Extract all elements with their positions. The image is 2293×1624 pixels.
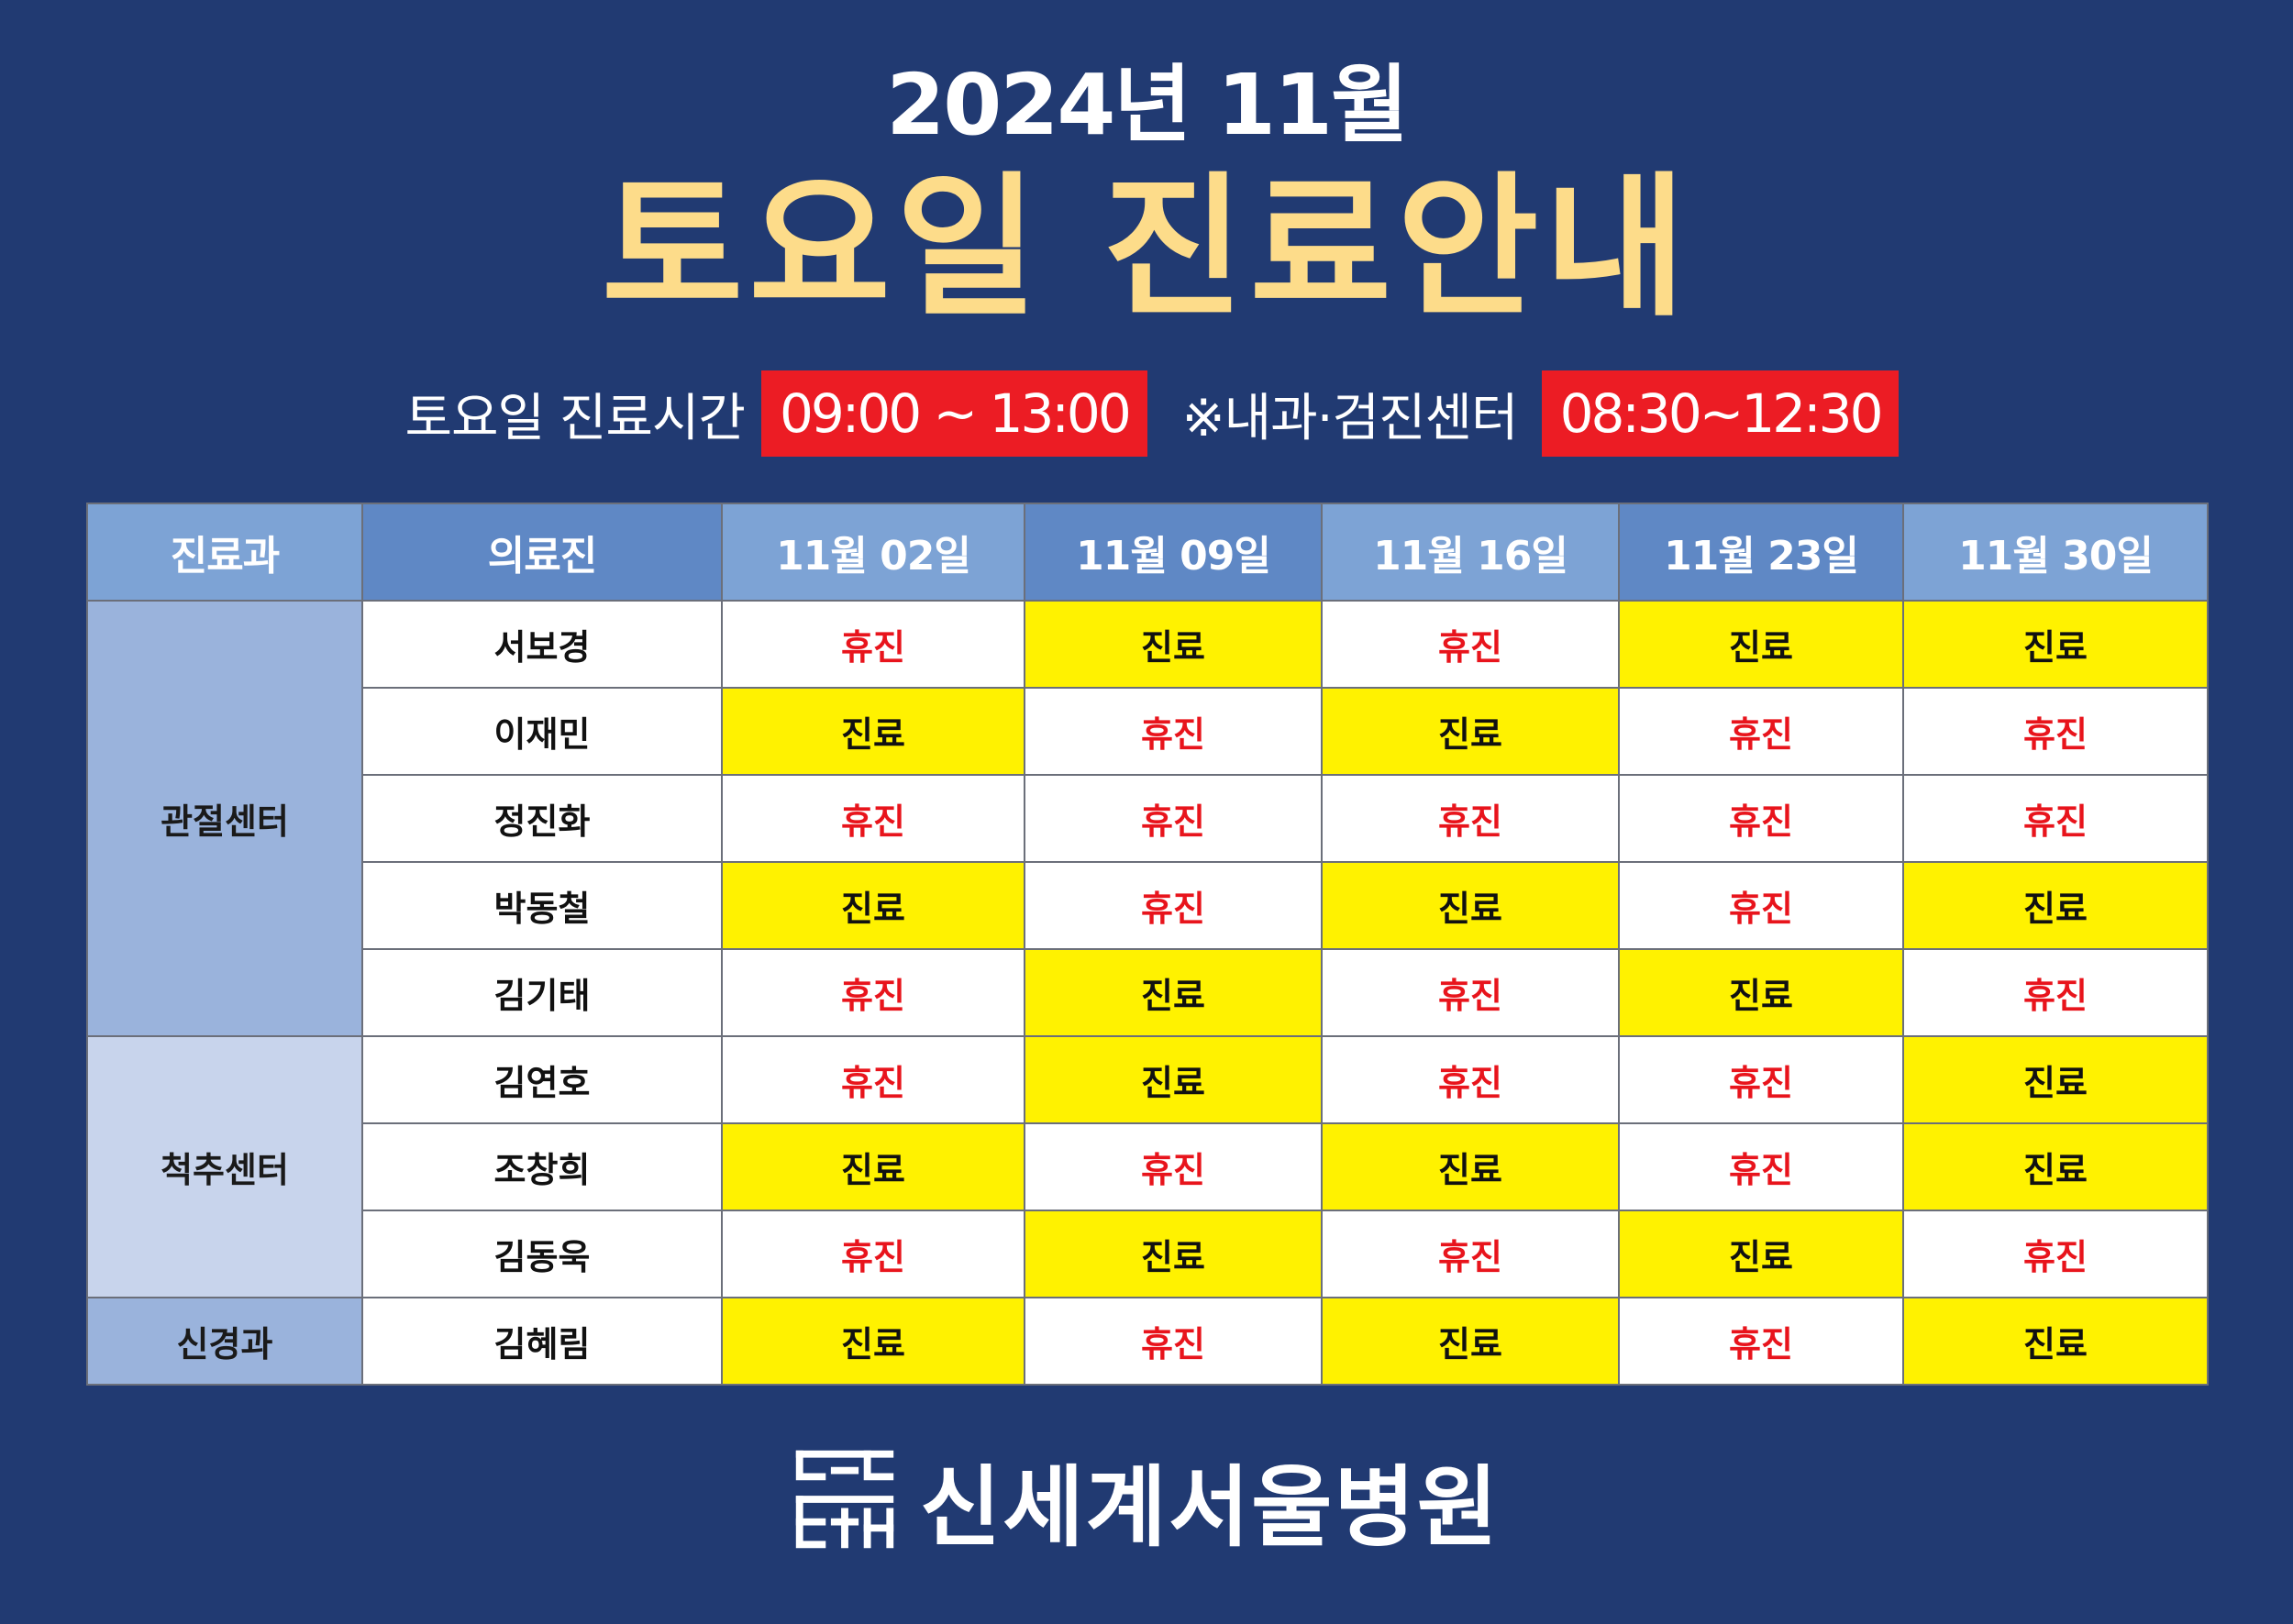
status-open-cell: 진료 — [721, 861, 1025, 950]
table-row: 신경과 김혜림 진료 휴진 진료 휴진 진료 — [86, 1297, 2209, 1386]
status-closed-cell: 휴진 — [1321, 774, 1620, 863]
department-cell: 신경과 — [86, 1297, 363, 1386]
saturday-hours-banner: 토요일 진료시간 09:00 ~ 13:00 ※내과·검진센터 08:30~12… — [0, 370, 2293, 457]
status-closed-cell: 휴진 — [1024, 1297, 1323, 1386]
doctor-name-cell: 조창희 — [361, 1122, 723, 1211]
hours-note-time-badge: 08:30~12:30 — [1541, 370, 1900, 457]
status-closed-cell: 휴진 — [1321, 600, 1620, 689]
status-closed-cell: 휴진 — [721, 1035, 1025, 1124]
saturday-schedule-table: 진료과 의료진 11월 02일 11월 09일 11월 16일 11월 23일 … — [86, 503, 2209, 1386]
status-closed-cell: 휴진 — [1321, 948, 1620, 1037]
header-doctor: 의료진 — [361, 503, 723, 602]
doctor-name-cell: 김혜림 — [361, 1297, 723, 1386]
status-closed-cell: 휴진 — [1902, 1210, 2209, 1298]
status-open-cell: 진료 — [1618, 600, 1904, 689]
doctor-name-cell: 정진화 — [361, 774, 723, 863]
page-title: 토요일 진료안내 — [601, 158, 1692, 337]
status-closed-cell: 휴진 — [721, 600, 1025, 689]
hospital-name: 신세계서울병원 — [919, 1455, 1501, 1559]
status-closed-cell: 휴진 — [1321, 1035, 1620, 1124]
doctor-name-cell: 김연호 — [361, 1035, 723, 1124]
hours-note-label: ※내과·검진센터 — [1181, 388, 1519, 448]
header-date: 11월 09일 — [1024, 503, 1323, 602]
status-closed-cell: 휴진 — [1321, 1210, 1620, 1298]
table-row: 척추센터 김연호 휴진 진료 휴진 휴진 진료 — [86, 1035, 2209, 1298]
table-row: 정진화 휴진 휴진 휴진 휴진 휴진 — [87, 774, 2209, 863]
status-open-cell: 진료 — [721, 687, 1025, 776]
table-row: 김기태 휴진 진료 휴진 진료 휴진 — [87, 948, 2209, 1037]
header-department: 진료과 — [86, 503, 363, 602]
status-open-cell: 진료 — [1024, 1035, 1323, 1124]
status-open-cell: 진료 — [1321, 1122, 1620, 1211]
status-open-cell: 진료 — [1618, 1210, 1904, 1298]
table-row: 김동욱 휴진 진료 휴진 진료 휴진 — [87, 1210, 2209, 1298]
status-closed-cell: 휴진 — [721, 1210, 1025, 1298]
header-date: 11월 02일 — [721, 503, 1025, 602]
status-closed-cell: 휴진 — [1902, 948, 2209, 1037]
header-date: 11월 16일 — [1321, 503, 1620, 602]
status-closed-cell: 휴진 — [1618, 1122, 1904, 1211]
status-closed-cell: 휴진 — [1024, 1122, 1323, 1211]
status-open-cell: 진료 — [1902, 1297, 2209, 1386]
doctor-name-cell: 서보경 — [361, 600, 723, 689]
status-open-cell: 진료 — [1024, 600, 1323, 689]
table-row: 이재민 진료 휴진 진료 휴진 휴진 — [87, 687, 2209, 776]
status-open-cell: 진료 — [1321, 861, 1620, 950]
schedule-body: 관절센터 서보경 휴진 진료 휴진 진료 진료 이재민 진료 휴진 진료 휴진 휴진 정진화 휴진 휴진 휴진 휴… — [86, 600, 2209, 1386]
table-header-row: 진료과 의료진 11월 02일 11월 09일 11월 16일 11월 23일 … — [86, 503, 2209, 602]
status-open-cell: 진료 — [1902, 600, 2209, 689]
status-closed-cell: 휴진 — [1618, 687, 1904, 776]
header-date: 11월 30일 — [1902, 503, 2209, 602]
status-closed-cell: 휴진 — [721, 774, 1025, 863]
department-cell: 관절센터 — [86, 600, 363, 1037]
status-open-cell: 진료 — [1321, 1297, 1620, 1386]
doctor-name-cell: 김동욱 — [361, 1210, 723, 1298]
status-open-cell: 진료 — [1902, 861, 2209, 950]
status-open-cell: 진료 — [721, 1297, 1025, 1386]
status-closed-cell: 휴진 — [1024, 774, 1323, 863]
status-closed-cell: 휴진 — [1618, 861, 1904, 950]
hospital-logo-icon — [795, 1450, 894, 1549]
status-closed-cell: 휴진 — [1618, 1035, 1904, 1124]
status-closed-cell: 휴진 — [1024, 861, 1323, 950]
doctor-name-cell: 박동철 — [361, 861, 723, 950]
status-closed-cell: 휴진 — [1902, 687, 2209, 776]
status-open-cell: 진료 — [1321, 687, 1620, 776]
table-row: 박동철 진료 휴진 진료 휴진 진료 — [87, 861, 2209, 950]
status-open-cell: 진료 — [721, 1122, 1025, 1211]
status-open-cell: 진료 — [1902, 1122, 2209, 1211]
status-open-cell: 진료 — [1024, 1210, 1323, 1298]
status-closed-cell: 휴진 — [721, 948, 1025, 1037]
status-closed-cell: 휴진 — [1618, 774, 1904, 863]
status-open-cell: 진료 — [1902, 1035, 2209, 1124]
table-row: 조창희 진료 휴진 진료 휴진 진료 — [87, 1122, 2209, 1211]
department-cell: 척추센터 — [86, 1035, 363, 1298]
page-subtitle-year-month: 2024년 11월 — [886, 56, 1408, 154]
status-closed-cell: 휴진 — [1618, 1297, 1904, 1386]
hours-time-badge: 09:00 ~ 13:00 — [760, 370, 1147, 457]
hours-label: 토요일 진료시간 — [404, 388, 746, 448]
hospital-footer: 신세계서울병원 — [0, 1444, 2293, 1559]
doctor-name-cell: 이재민 — [361, 687, 723, 776]
status-closed-cell: 휴진 — [1024, 687, 1323, 776]
status-closed-cell: 휴진 — [1902, 774, 2209, 863]
table-row: 관절센터 서보경 휴진 진료 휴진 진료 진료 — [86, 600, 2209, 1037]
status-open-cell: 진료 — [1618, 948, 1904, 1037]
doctor-name-cell: 김기태 — [361, 948, 723, 1037]
status-open-cell: 진료 — [1024, 948, 1323, 1037]
header-date: 11월 23일 — [1618, 503, 1904, 602]
